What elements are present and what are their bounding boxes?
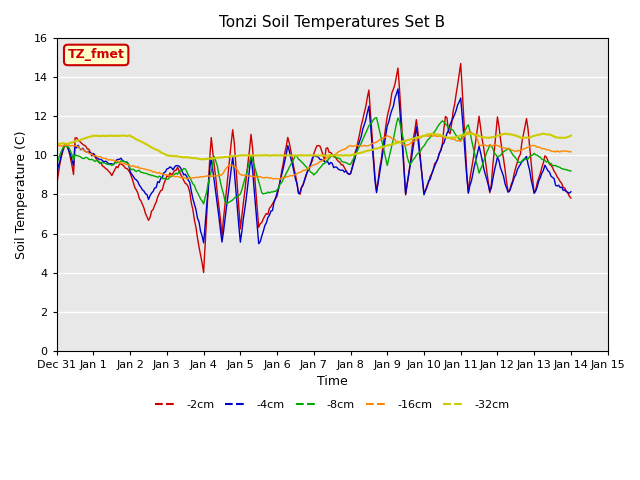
-16cm bbox=[457, 139, 465, 144]
X-axis label: Time: Time bbox=[317, 375, 348, 388]
Line: -32cm: -32cm bbox=[57, 133, 571, 159]
-2cm bbox=[214, 191, 221, 197]
-32cm bbox=[53, 141, 61, 146]
-2cm bbox=[337, 162, 345, 168]
-32cm bbox=[337, 152, 345, 158]
-8cm bbox=[372, 115, 380, 120]
-16cm bbox=[63, 143, 71, 148]
-2cm bbox=[63, 143, 71, 149]
-32cm bbox=[463, 132, 470, 137]
-32cm bbox=[457, 132, 465, 138]
-4cm bbox=[53, 173, 61, 179]
-16cm bbox=[276, 176, 284, 182]
-2cm bbox=[457, 60, 465, 66]
-32cm bbox=[567, 132, 575, 138]
Text: TZ_fmet: TZ_fmet bbox=[68, 48, 125, 61]
-2cm bbox=[567, 195, 575, 201]
-16cm bbox=[567, 149, 575, 155]
Line: -2cm: -2cm bbox=[57, 63, 571, 273]
-8cm bbox=[567, 168, 575, 174]
-4cm bbox=[567, 189, 575, 195]
-8cm bbox=[212, 158, 220, 164]
-4cm bbox=[63, 144, 71, 150]
-4cm bbox=[448, 118, 456, 124]
-8cm bbox=[465, 122, 472, 128]
-16cm bbox=[53, 143, 61, 148]
Line: -4cm: -4cm bbox=[57, 89, 571, 244]
-8cm bbox=[63, 144, 71, 150]
-8cm bbox=[337, 158, 345, 164]
-4cm bbox=[394, 86, 402, 92]
-16cm bbox=[466, 129, 474, 135]
-8cm bbox=[53, 163, 61, 168]
-16cm bbox=[463, 130, 470, 136]
-8cm bbox=[223, 201, 230, 207]
-2cm bbox=[200, 270, 207, 276]
-8cm bbox=[458, 133, 466, 139]
-4cm bbox=[458, 114, 466, 120]
-32cm bbox=[501, 131, 509, 136]
Line: -8cm: -8cm bbox=[57, 118, 571, 204]
Legend: -2cm, -4cm, -8cm, -16cm, -32cm: -2cm, -4cm, -8cm, -16cm, -32cm bbox=[150, 395, 514, 414]
Line: -16cm: -16cm bbox=[57, 132, 571, 179]
-2cm bbox=[458, 87, 466, 93]
Y-axis label: Soil Temperature (C): Soil Temperature (C) bbox=[15, 130, 28, 259]
-4cm bbox=[255, 241, 262, 247]
-32cm bbox=[63, 141, 71, 146]
-8cm bbox=[448, 127, 456, 132]
-4cm bbox=[465, 190, 472, 196]
Title: Tonzi Soil Temperatures Set B: Tonzi Soil Temperatures Set B bbox=[219, 15, 445, 30]
-2cm bbox=[465, 190, 472, 196]
-16cm bbox=[446, 135, 454, 141]
-32cm bbox=[198, 156, 206, 162]
-4cm bbox=[337, 168, 345, 173]
-2cm bbox=[53, 182, 61, 188]
-4cm bbox=[212, 191, 220, 196]
-16cm bbox=[212, 173, 220, 179]
-16cm bbox=[337, 147, 345, 153]
-32cm bbox=[446, 135, 454, 141]
-32cm bbox=[214, 155, 221, 161]
-2cm bbox=[446, 131, 454, 136]
